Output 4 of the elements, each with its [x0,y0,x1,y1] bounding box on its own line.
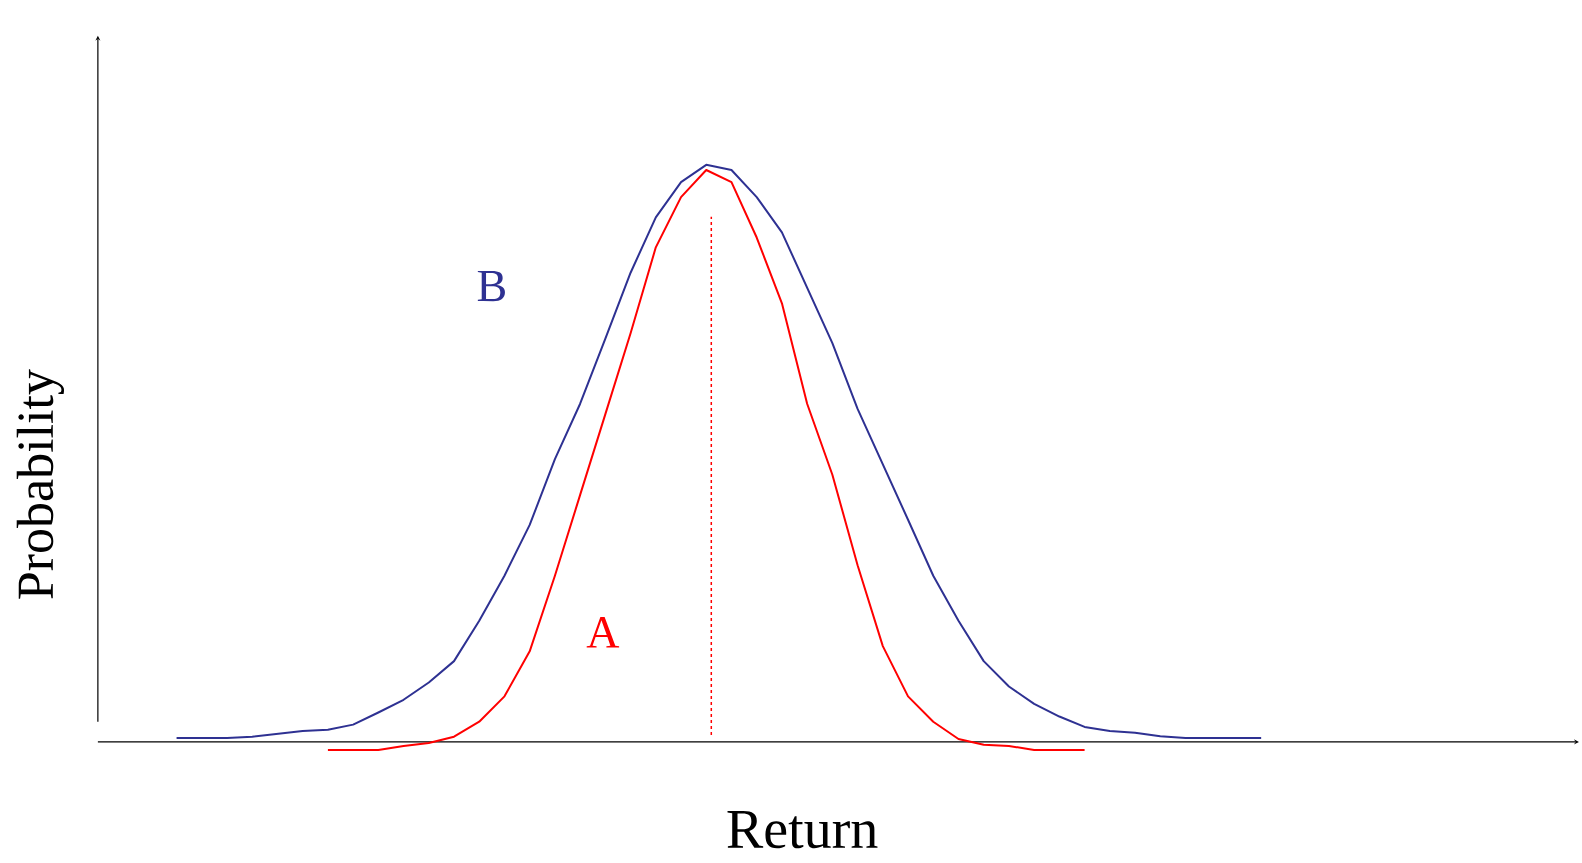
y-axis-title: Probability [16,369,65,599]
x-axis-title: Return [727,811,878,849]
series-label: A [586,617,620,648]
text: B [477,270,505,302]
